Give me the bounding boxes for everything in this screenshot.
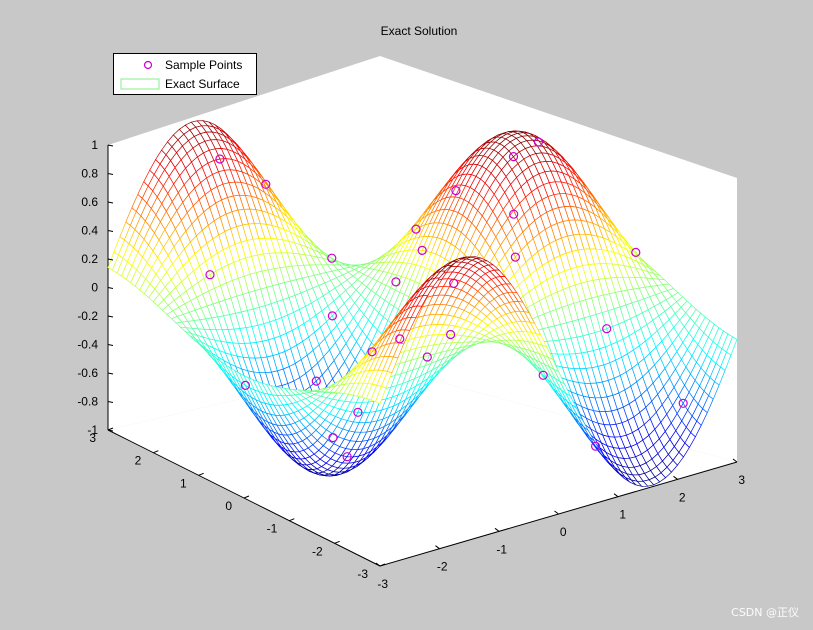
z-tick-label: -0.2 [77, 309, 98, 323]
x-tick-label: -1 [496, 542, 507, 556]
sample-point-marker [446, 329, 456, 340]
sample-point-marker [538, 370, 548, 380]
sample-point-marker [395, 334, 405, 344]
tick-mark [107, 287, 114, 289]
tick-mark [153, 450, 159, 454]
x-tick-label: 0 [560, 525, 567, 539]
x-tick-label: -2 [437, 560, 448, 574]
tick-mark [494, 527, 500, 532]
sample-point-marker [261, 179, 271, 189]
sample-point-marker [451, 186, 461, 196]
z-tick-label: 0.6 [81, 195, 98, 209]
tick-mark [107, 173, 114, 175]
sample-point-marker [533, 137, 544, 147]
sample-point-marker [391, 277, 401, 287]
z-tick-label: -0.8 [77, 395, 98, 409]
sample-point-marker [510, 252, 521, 262]
z-tick-label: -0.4 [77, 338, 98, 352]
sample-point-marker [240, 380, 250, 390]
y-tick-label: 3 [89, 431, 96, 445]
sample-point-marker [678, 398, 688, 408]
tick-mark [243, 495, 250, 499]
sample-point-marker [353, 407, 363, 417]
y-tick-label: -2 [312, 544, 323, 558]
tick-mark [673, 475, 678, 480]
surface-mesh [107, 120, 738, 487]
tick-mark [732, 458, 738, 463]
sample-point-marker [590, 441, 601, 451]
sample-point-marker [631, 247, 641, 257]
sample-point-marker [509, 209, 519, 219]
z-tick-label: 0.2 [81, 252, 98, 266]
legend-item-sample-points: Sample Points [114, 56, 256, 74]
sample-point-marker [205, 270, 215, 280]
tick-mark [107, 144, 114, 147]
sample-points [205, 137, 688, 462]
tick-mark [334, 540, 340, 544]
legend: Sample Points Exact Surface [113, 53, 257, 95]
y-tick-label: 2 [135, 454, 142, 468]
tick-mark [107, 344, 114, 346]
tick-mark [107, 401, 114, 403]
circle-marker-icon [143, 60, 153, 70]
sample-point-marker [417, 245, 427, 255]
watermark: CSDN @正仪 [731, 606, 799, 619]
tick-mark [107, 230, 114, 232]
x-tick-label: 2 [679, 490, 686, 504]
surface-swatch-icon [120, 78, 160, 90]
sample-point-marker [449, 278, 459, 288]
tick-mark [435, 545, 440, 550]
legend-item-exact-surface: Exact Surface [114, 75, 256, 93]
sample-point-marker [367, 347, 377, 357]
sample-point-marker [422, 352, 432, 362]
tick-mark [375, 562, 381, 567]
z-tick-label: 0.8 [81, 167, 98, 181]
legend-label-exact-surface: Exact Surface [165, 77, 240, 91]
sample-point-marker [327, 311, 337, 321]
z-tick-label: -0.6 [77, 366, 98, 380]
surface-mesh-cell [726, 336, 738, 356]
sample-point-marker [342, 452, 352, 462]
z-tick-label: -1 [87, 423, 98, 437]
x-tick-label: -3 [377, 577, 388, 591]
z-tick-label: 0.4 [81, 224, 98, 238]
tick-mark [107, 201, 114, 204]
tick-mark [107, 427, 114, 431]
tick-mark [107, 315, 114, 318]
sample-point-marker [215, 154, 225, 164]
y-tick-label: 1 [180, 476, 187, 490]
tick-mark [289, 518, 295, 522]
tick-mark [107, 258, 114, 261]
z-tick-label: 1 [91, 138, 98, 152]
x-tick-label: 1 [619, 508, 626, 522]
sample-point-marker [508, 152, 519, 162]
tick-mark [554, 510, 559, 515]
tick-mark [379, 563, 386, 567]
chart-title: Exact Solution [381, 24, 458, 38]
sample-point-marker [602, 324, 612, 334]
sample-point-marker [327, 253, 337, 263]
tick-mark [198, 472, 204, 476]
tick-mark [613, 493, 619, 498]
y-tick-label: -1 [267, 522, 278, 536]
z-tick-label: 0 [91, 281, 98, 295]
tick-mark [107, 372, 114, 375]
y-tick-label: -3 [357, 567, 368, 581]
sample-point-marker [311, 376, 321, 386]
axis-ticks: -1 -0.8 -0.6 -0.4 -0.2 0 0.2 0.4 0.6 0.8 1 -3 -2 -1 0 1… [77, 138, 745, 591]
y-tick-label: 0 [225, 499, 232, 513]
sample-point-marker [328, 433, 338, 443]
x-tick-label: 3 [738, 473, 745, 487]
legend-label-sample-points: Sample Points [165, 58, 243, 72]
sample-point-marker [411, 224, 421, 234]
